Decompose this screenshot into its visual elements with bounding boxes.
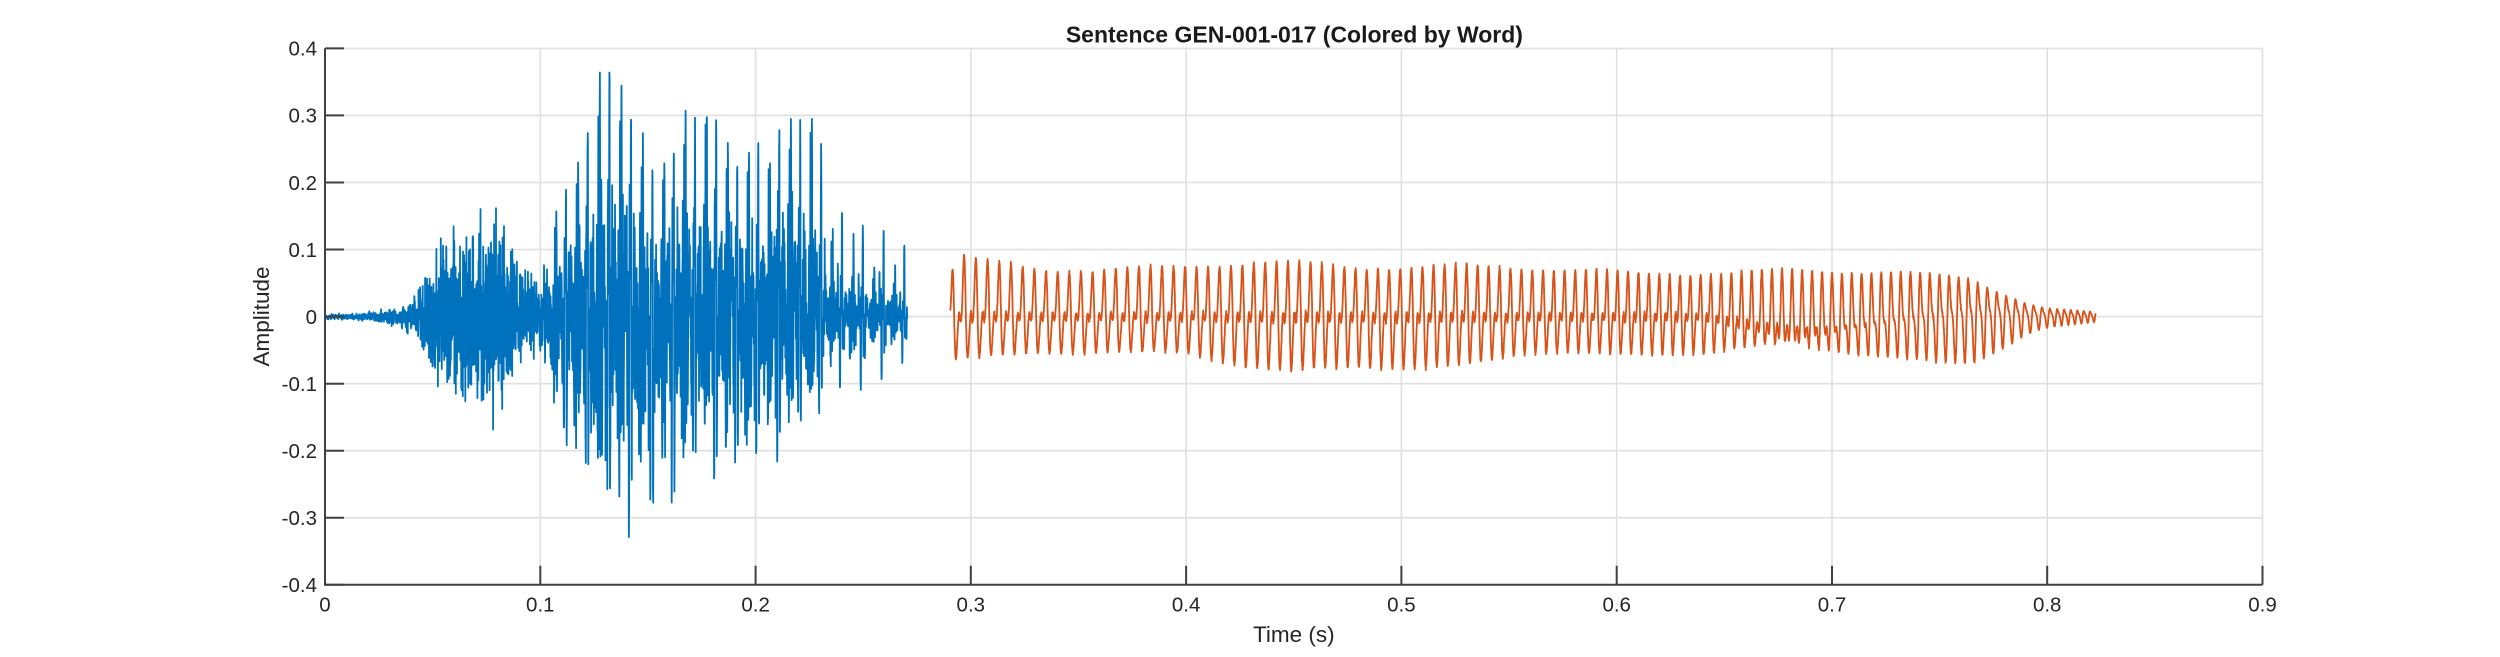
svg-text:0.4: 0.4 (1172, 594, 1201, 617)
svg-text:0.1: 0.1 (526, 594, 555, 617)
svg-text:0.1: 0.1 (289, 239, 318, 262)
svg-text:0.6: 0.6 (1602, 594, 1631, 617)
svg-text:Amplitude: Amplitude (249, 266, 274, 366)
svg-text:0.9: 0.9 (2248, 594, 2277, 617)
svg-text:0.3: 0.3 (289, 105, 318, 128)
svg-text:-0.2: -0.2 (282, 440, 317, 463)
svg-text:0.2: 0.2 (289, 172, 318, 195)
svg-text:0.8: 0.8 (2033, 594, 2062, 617)
svg-text:-0.1: -0.1 (282, 373, 317, 396)
svg-text:Sentence GEN-001-017 (Colored: Sentence GEN-001-017 (Colored by Word) (1066, 22, 1523, 48)
svg-text:0.7: 0.7 (1818, 594, 1847, 617)
svg-text:Time (s): Time (s) (1253, 622, 1335, 647)
svg-text:0: 0 (306, 306, 317, 329)
svg-text:0.4: 0.4 (289, 38, 318, 61)
svg-text:0.5: 0.5 (1387, 594, 1416, 617)
svg-text:0.3: 0.3 (957, 594, 986, 617)
svg-text:-0.4: -0.4 (282, 574, 317, 597)
svg-text:0.2: 0.2 (741, 594, 770, 617)
svg-text:-0.3: -0.3 (282, 507, 317, 530)
svg-text:0: 0 (319, 594, 330, 617)
